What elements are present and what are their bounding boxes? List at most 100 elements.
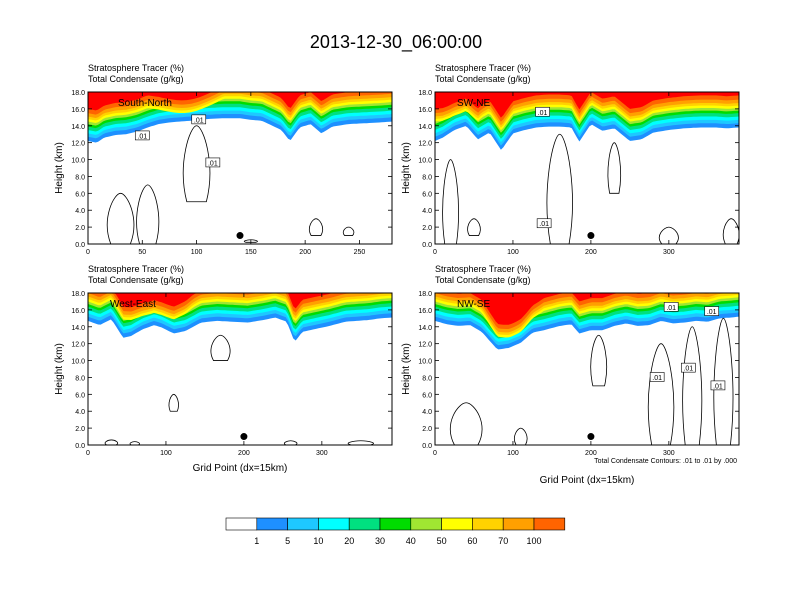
contour-label-box [710,380,726,391]
tracer-shading [435,92,739,244]
x-tick-label: 100 [507,249,519,256]
condensate-contour [106,192,135,244]
x-tick-label: 200 [299,249,311,256]
y-tick-label: 2.0 [75,426,85,433]
condensate-contour [168,393,179,412]
panel-title-condensate: Total Condensate (g/kg) [435,275,531,285]
colorbar-label: 40 [406,536,416,546]
condensate-contour [129,441,140,445]
location-marker [240,433,248,441]
y-tick-label: 8.0 [75,375,85,382]
condensate-contour [104,439,119,445]
contour-label-text: .01 [666,305,676,312]
colorbar-label: 60 [467,536,477,546]
contour-label: .01 [205,157,221,168]
condensate-contour [243,239,258,243]
condensate-contour [449,402,483,445]
panel-west-east: Stratosphere Tracer (%) Total Condensate… [54,264,393,474]
condensate-contour [546,133,573,244]
colorbar-label: 10 [313,536,323,546]
x-tick-label: 0 [433,249,437,256]
panel-title-condensate: Total Condensate (g/kg) [88,74,184,84]
contour-label: .01 [681,362,696,373]
tracer-band-100 [88,92,392,111]
colorbar-swatch [348,517,381,531]
colorbar-swatch [287,517,319,531]
y-tick-label: 0.0 [422,242,432,249]
plot-frame [434,91,740,245]
x-tick-label: 0 [86,450,90,457]
contour-label: .01 [134,130,150,140]
panel-title-tracer: Stratosphere Tracer (%) [88,63,184,73]
y-tick-label: 10.0 [418,158,432,165]
colorbar-swatch [256,517,288,531]
colorbar-swatch [533,517,566,531]
x-tick-label: 200 [585,450,597,457]
panel-south-north: Stratosphere Tracer (%) Total Condensate… [54,63,393,256]
contour-label-box [205,157,221,168]
x-tick-label: 200 [585,249,597,256]
colorbar-label: 70 [498,536,508,546]
panel-title-tracer: Stratosphere Tracer (%) [435,264,531,274]
y-tick-label: 6.0 [422,392,432,399]
panel-sw-ne: Stratosphere Tracer (%) Total Condensate… [401,63,740,256]
contour-label-text: .01 [683,366,693,373]
contour-label-box [536,218,552,229]
x-axis-label: Grid Point (dx=15km) [540,475,635,486]
plot-frame [434,292,740,446]
colorbar-label: 50 [437,536,447,546]
y-tick-label: 0.0 [422,443,432,450]
y-axis-label: Height (km) [401,343,412,395]
contour-label-box [191,114,207,125]
colorbar-label: 20 [344,536,354,546]
y-tick-label: 2.0 [422,225,432,232]
x-tick-label: 300 [663,450,675,457]
condensate-contours [442,133,739,244]
tracer-band-100 [435,293,739,325]
y-tick-label: 8.0 [422,375,432,382]
colorbar-label: 100 [526,536,541,546]
condensate-contour [442,159,459,244]
y-tick-label: 18.0 [71,90,85,97]
tracer-shading [88,92,392,244]
contour-label-box [704,306,720,316]
colorbar: 1 5 10 20 30 40 50 60 70 100 [225,517,566,546]
y-tick-label: 0.0 [75,443,85,450]
condensate-contour [210,334,231,361]
y-tick-label: 0.0 [75,242,85,249]
x-tick-label: 0 [433,450,437,457]
colorbar-swatch [318,517,350,531]
y-tick-label: 4.0 [75,208,85,215]
condensate-contour [682,326,703,445]
contour-footnote: Total Condensate Contours: .01 to .01 by… [594,458,737,465]
y-tick-label: 12.0 [71,141,85,148]
condensate-contour [590,334,608,387]
y-tick-label: 4.0 [75,409,85,416]
condensate-contour [513,427,528,445]
y-tick-label: 18.0 [418,90,432,97]
y-axis-label: Height (km) [401,142,412,194]
x-tick-label: 50 [138,249,146,256]
colorbar-swatch [472,517,504,531]
contour-label: .01 [663,302,679,312]
condensate-contour [347,440,374,445]
y-axis-label: Height (km) [54,142,65,194]
panel-title-condensate: Total Condensate (g/kg) [435,74,531,84]
contour-label: .01 [649,372,665,382]
y-tick-label: 2.0 [75,225,85,232]
panel-title-condensate: Total Condensate (g/kg) [88,275,184,285]
contour-label-text: .01 [707,309,717,316]
y-tick-label: 16.0 [418,107,432,114]
contour-label-text: .01 [208,160,218,167]
cross-section-label: SW-NE [457,98,490,109]
contour-label-box [535,106,550,117]
condensate-contours [106,125,355,244]
y-tick-label: 16.0 [71,308,85,315]
plot-frame [87,292,393,446]
y-tick-label: 10.0 [71,158,85,165]
condensate-contour [283,440,298,445]
y-tick-label: 4.0 [422,208,432,215]
y-tick-label: 6.0 [75,191,85,198]
condensate-contour [467,218,481,236]
